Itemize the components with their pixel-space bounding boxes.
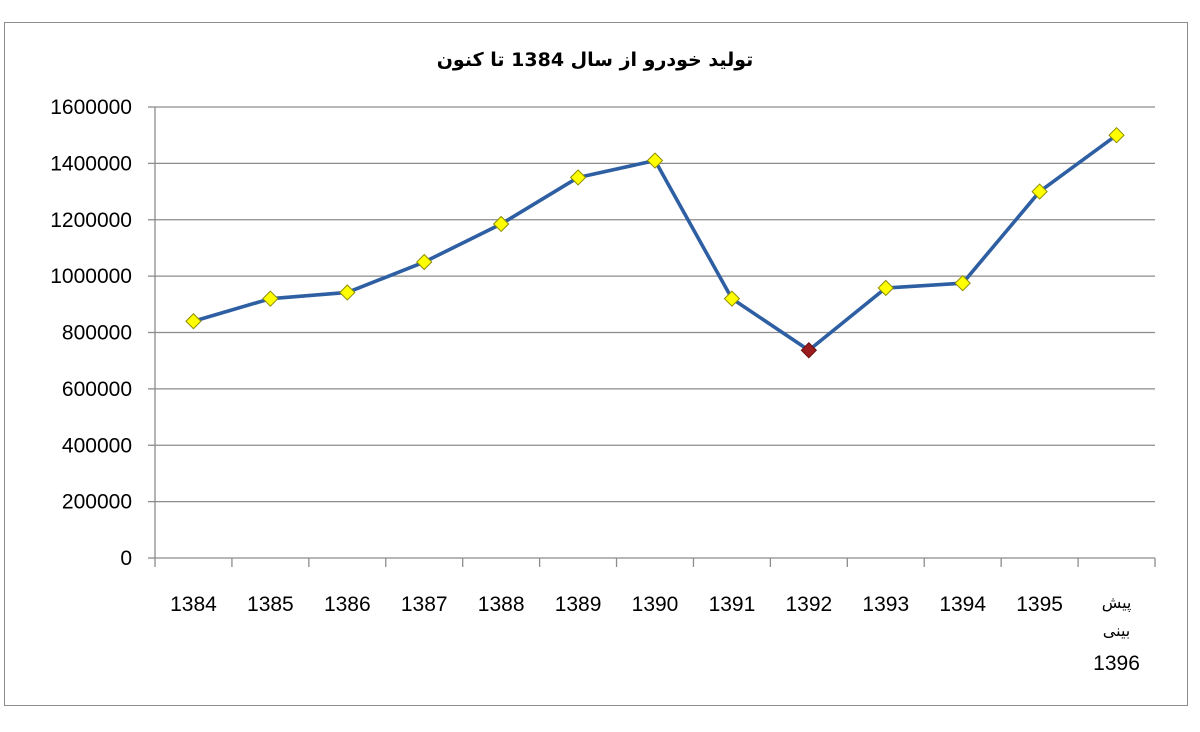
data-point	[877, 279, 894, 297]
x-tick-labels: 1384 1385 1386 1387 1388 1389 1390 1391 1392 1393…	[170, 593, 1140, 675]
chart-frame	[4, 22, 1188, 706]
data-point	[954, 274, 971, 292]
xtick-label: 1386	[324, 593, 371, 616]
xtick-label-line: پیش	[1102, 593, 1132, 613]
data-point	[185, 313, 202, 330]
data-point	[339, 284, 356, 301]
axes	[148, 106, 1156, 567]
y-tick-labels: 0 200000 400000 600000 800000 1000000 1200000 1…	[50, 96, 132, 570]
xtick-label-line: 1396	[1093, 652, 1140, 675]
xtick-label: 1395	[1016, 593, 1063, 616]
xtick-label: 1388	[478, 593, 525, 616]
ytick-label: 600000	[62, 378, 132, 401]
ytick-label: 1200000	[50, 209, 132, 232]
xtick-label: 1389	[555, 593, 602, 616]
xtick-label: 1384	[170, 593, 217, 616]
ytick-label: 0	[120, 547, 132, 570]
data-point-highlight	[800, 342, 818, 359]
xtick-label: 1393	[862, 593, 909, 616]
xtick-label: 1394	[939, 593, 986, 616]
data-point	[492, 215, 510, 233]
data-point	[1108, 126, 1125, 144]
data-point	[1031, 183, 1048, 200]
data-point	[569, 169, 587, 186]
ytick-label: 800000	[62, 322, 132, 345]
data-point	[646, 152, 664, 169]
xtick-label-multiline: پیش بینی 1396	[1093, 593, 1140, 675]
ytick-label: 400000	[62, 434, 132, 457]
chart-title: تولید خودرو از سال 1384 تا کنون	[437, 49, 754, 71]
gridlines	[155, 106, 1155, 503]
xtick-label: 1385	[247, 593, 294, 616]
data-point	[723, 290, 741, 307]
ytick-label: 200000	[62, 491, 132, 514]
ytick-label: 1400000	[50, 152, 132, 175]
data-point	[416, 253, 433, 271]
xtick-label: 1391	[709, 593, 756, 616]
xtick-label: 1390	[632, 593, 679, 616]
xtick-label: 1392	[785, 593, 832, 616]
xtick-label-line: بینی	[1103, 621, 1130, 640]
xtick-label: 1387	[401, 593, 448, 616]
ytick-label: 1600000	[50, 96, 132, 119]
ytick-label: 1000000	[50, 265, 132, 288]
data-point	[262, 290, 279, 307]
series-markers	[185, 126, 1125, 359]
